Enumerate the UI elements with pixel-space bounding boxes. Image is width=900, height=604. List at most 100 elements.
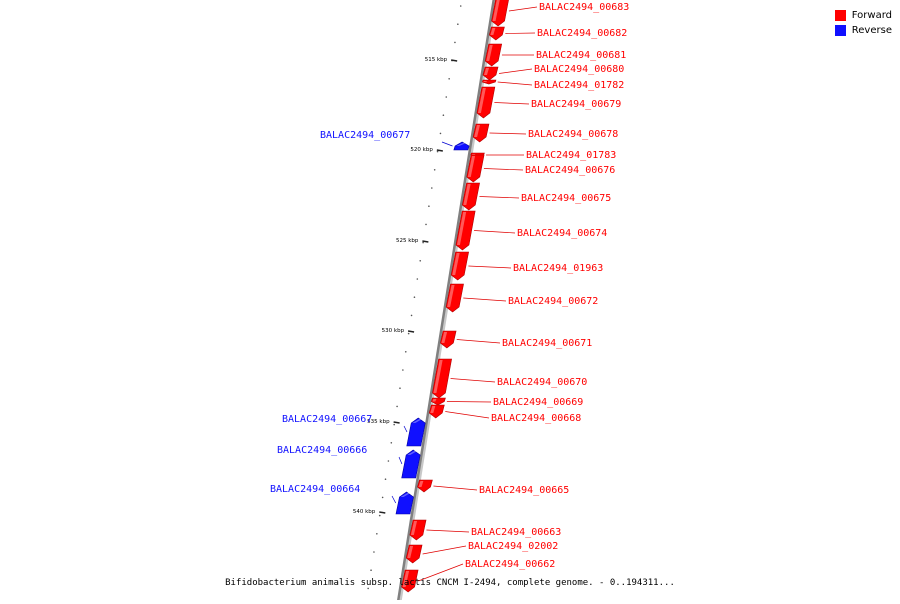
gene-arrow-highlight bbox=[410, 521, 418, 535]
gene-leader-line bbox=[498, 68, 533, 74]
gene-label-BALAC2494_00669[interactable]: BALAC2494_00669 bbox=[493, 397, 583, 408]
minor-tick bbox=[431, 187, 433, 189]
minor-tick bbox=[407, 332, 410, 335]
minor-tick bbox=[457, 23, 459, 26]
minor-tick bbox=[393, 423, 395, 426]
gene-label-BALAC2494_00671[interactable]: BALAC2494_00671 bbox=[502, 338, 592, 349]
gene-leader-line bbox=[479, 196, 520, 199]
gene-label-BALAC2494_00675[interactable]: BALAC2494_00675 bbox=[521, 193, 611, 204]
major-ticks: 515 kbp 520 kbp 525 kbp 530 kbp 535 kbp 540 k… bbox=[353, 57, 458, 515]
gene-arrow-highlight bbox=[474, 125, 480, 137]
gene-leader-line bbox=[418, 563, 464, 582]
minor-tick bbox=[404, 351, 407, 353]
gene-label-BALAC2494_00670[interactable]: BALAC2494_00670 bbox=[497, 377, 587, 388]
gene-label-BALAC2494_00680[interactable]: BALAC2494_00680 bbox=[534, 64, 624, 75]
gene-arrow-BALAC2494_00680[interactable] bbox=[482, 66, 499, 81]
gene-arrow-BALAC2494_00674[interactable] bbox=[455, 210, 476, 251]
gene-leader-line bbox=[505, 32, 536, 34]
gene-label-BALAC2494_01963[interactable]: BALAC2494_01963 bbox=[513, 263, 603, 274]
gene-label-BALAC2494_00667[interactable]: BALAC2494_00667 bbox=[282, 414, 372, 425]
minor-tick bbox=[387, 460, 390, 462]
strand-legend: Forward Reverse bbox=[834, 8, 892, 38]
gene-arrow-highlight bbox=[400, 493, 411, 497]
minor-tick bbox=[410, 314, 413, 317]
minor-tick bbox=[448, 78, 450, 80]
gene-label-BALAC2494_00682[interactable]: BALAC2494_00682 bbox=[537, 28, 627, 39]
gene-label-BALAC2494_00681[interactable]: BALAC2494_00681 bbox=[536, 50, 626, 61]
gene-arrow-BALAC2494_00679[interactable] bbox=[476, 86, 496, 119]
major-tick bbox=[422, 240, 429, 243]
gene-arrow-BALAC2494_00664[interactable] bbox=[395, 491, 414, 515]
gene-arrow-BALAC2494_00676[interactable] bbox=[466, 154, 485, 183]
minor-tick bbox=[402, 369, 404, 371]
minor-tick bbox=[396, 405, 398, 408]
gene-label-BALAC2494_02002[interactable]: BALAC2494_02002 bbox=[468, 541, 558, 552]
gene-label-BALAC2494_00683[interactable]: BALAC2494_00683 bbox=[539, 2, 629, 13]
major-tick-label: 515 kbp bbox=[425, 57, 448, 63]
gene-label-BALAC2494_00674[interactable]: BALAC2494_00674 bbox=[517, 228, 607, 239]
minor-tick bbox=[384, 478, 387, 481]
gene-leader-line bbox=[497, 81, 533, 86]
minor-tick bbox=[378, 514, 381, 517]
gene-arrow-BALAC2494_02002[interactable] bbox=[405, 544, 423, 564]
gene-arrow-BALAC2494_00665[interactable] bbox=[417, 479, 433, 493]
gene-leader-line bbox=[445, 411, 490, 419]
gene-arrow-BALAC2494_00675[interactable] bbox=[461, 182, 480, 211]
gene-leader-line bbox=[433, 485, 478, 491]
minor-tick bbox=[436, 150, 439, 153]
gene-arrow-BALAC2494_00662[interactable] bbox=[401, 569, 419, 593]
gene-arrow-BALAC2494_00667[interactable] bbox=[406, 417, 426, 447]
gene-arrow-BALAC2494_00668[interactable] bbox=[428, 404, 445, 419]
legend-reverse: Reverse bbox=[834, 23, 892, 38]
gene-arrow-highlight bbox=[430, 406, 436, 413]
gene-arrow-highlight bbox=[407, 451, 418, 455]
gene-arrow-BALAC2494_00671[interactable] bbox=[440, 330, 457, 349]
gene-arrow-BALAC2494_00672[interactable] bbox=[445, 283, 464, 313]
gene-leader-line bbox=[422, 545, 467, 555]
gene-arrow-BALAC2494_00683[interactable] bbox=[491, 0, 510, 27]
gene-label-BALAC2494_00665[interactable]: BALAC2494_00665 bbox=[479, 485, 569, 496]
gene-label-BALAC2494_00672[interactable]: BALAC2494_00672 bbox=[508, 296, 598, 307]
gene-arrow-BALAC2494_00666[interactable] bbox=[401, 449, 421, 479]
major-tick-label: 530 kbp bbox=[382, 328, 405, 334]
gene-arrow-BALAC2494_00681[interactable] bbox=[484, 43, 503, 67]
gene-arrow-BALAC2494_00663[interactable] bbox=[409, 519, 427, 541]
minor-tick bbox=[413, 296, 416, 299]
gene-label-BALAC2494_00676[interactable]: BALAC2494_00676 bbox=[525, 165, 615, 176]
gene-label-BALAC2494_01782[interactable]: BALAC2494_01782 bbox=[534, 80, 624, 91]
gene-arrow-highlight bbox=[477, 88, 486, 113]
gene-arrow-BALAC2494_00682[interactable] bbox=[488, 26, 505, 41]
gene-label-BALAC2494_01783[interactable]: BALAC2494_01783 bbox=[526, 150, 616, 161]
gene-label-BALAC2494_00679[interactable]: BALAC2494_00679 bbox=[531, 99, 621, 110]
minor-tick bbox=[381, 496, 384, 499]
gene-label-BALAC2494_00663[interactable]: BALAC2494_00663 bbox=[471, 527, 561, 538]
gene-arrow-BALAC2494_00677[interactable] bbox=[453, 141, 470, 151]
minor-tick bbox=[419, 260, 422, 262]
gene-arrow-BALAC2494_00678[interactable] bbox=[472, 123, 490, 143]
gene-arrow-BALAC2494_01782[interactable] bbox=[481, 79, 497, 85]
backbone-line bbox=[396, 0, 495, 603]
major-tick-label: 540 kbp bbox=[353, 509, 376, 515]
minor-tick bbox=[370, 569, 372, 571]
minor-tick bbox=[439, 132, 442, 135]
genome-caption: Bifidobacterium animalis subsp. lactis C… bbox=[225, 578, 675, 588]
gene-label-BALAC2494_00677[interactable]: BALAC2494_00677 bbox=[320, 130, 410, 141]
gene-leader-line bbox=[456, 339, 501, 344]
gene-arrow-highlight bbox=[452, 253, 460, 275]
gene-label-BALAC2494_00666[interactable]: BALAC2494_00666 bbox=[277, 445, 367, 456]
gene-leader-line bbox=[403, 425, 408, 433]
gene-arrow-BALAC2494_00669[interactable] bbox=[430, 397, 446, 406]
minor-tick bbox=[425, 223, 427, 226]
gene-label-BALAC2494_00668[interactable]: BALAC2494_00668 bbox=[491, 413, 581, 424]
minor-tick bbox=[390, 442, 393, 444]
gene-label-BALAC2494_00678[interactable]: BALAC2494_00678 bbox=[528, 129, 618, 140]
gene-label-BALAC2494_00664[interactable]: BALAC2494_00664 bbox=[270, 484, 360, 495]
major-tick bbox=[436, 149, 443, 152]
gene-arrow-BALAC2494_00670[interactable] bbox=[432, 358, 452, 399]
gene-leader-line bbox=[446, 401, 492, 403]
gene-arrow-highlight bbox=[486, 45, 493, 61]
gene-arrow-highlight bbox=[412, 419, 423, 423]
gene-label-BALAC2494_00662[interactable]: BALAC2494_00662 bbox=[465, 559, 555, 570]
gene-arrow-BALAC2494_01963[interactable] bbox=[450, 251, 469, 281]
major-tick-label: 535 kbp bbox=[367, 419, 390, 425]
